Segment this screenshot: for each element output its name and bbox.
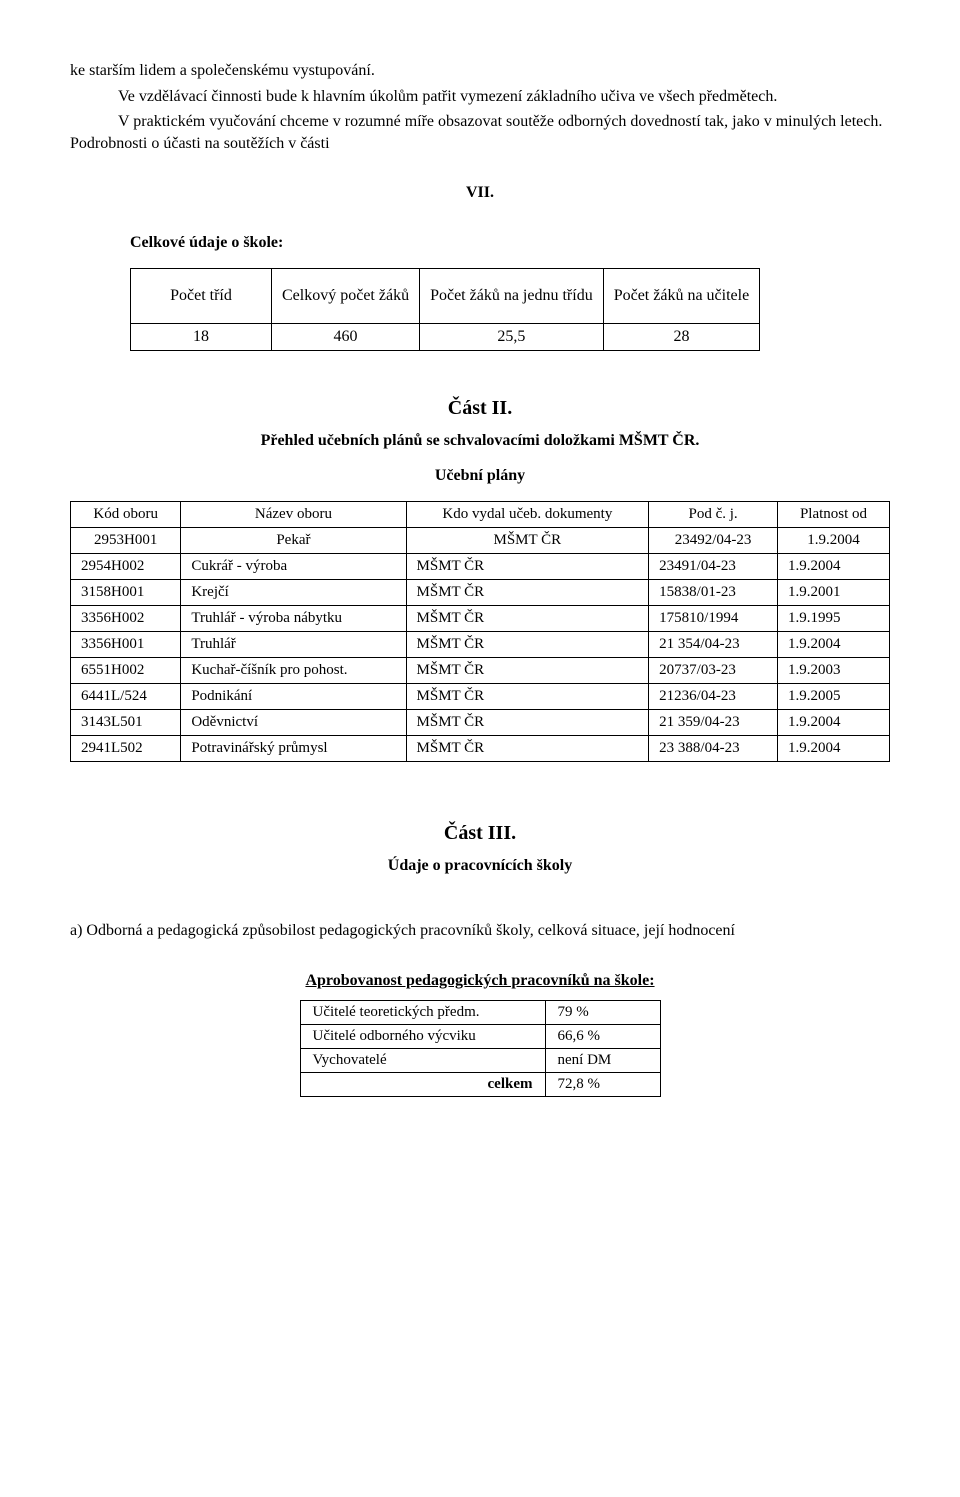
- plans-cell: MŠMT ČR: [406, 527, 649, 553]
- table-row: Učitelé odborného výcviku66,6 %: [300, 1024, 660, 1048]
- plans-cell: 1.9.1995: [778, 605, 890, 631]
- stats-header-cell: Počet tříd: [131, 268, 272, 323]
- aprob-table: Učitelé teoretických předm.79 %Učitelé o…: [300, 1000, 661, 1097]
- stats-cell: 25,5: [420, 323, 604, 350]
- plans-cell: MŠMT ČR: [406, 605, 649, 631]
- plans-header-cell: Kód oboru: [71, 501, 181, 527]
- table-row: 6551H002Kuchař-číšník pro pohost.MŠMT ČR…: [71, 657, 890, 683]
- table-row: 3158H001KrejčíMŠMT ČR15838/01-231.9.2001: [71, 579, 890, 605]
- plans-header-cell: Platnost od: [778, 501, 890, 527]
- plans-cell: 23492/04-23: [649, 527, 778, 553]
- stats-cell: 460: [272, 323, 420, 350]
- table-row: 2953H001PekařMŠMT ČR23492/04-231.9.2004: [71, 527, 890, 553]
- plans-cell: 3143L501: [71, 709, 181, 735]
- plans-header-cell: Pod č. j.: [649, 501, 778, 527]
- plans-cell: 3356H001: [71, 631, 181, 657]
- plans-cell: 2941L502: [71, 735, 181, 761]
- stats-header-cell: Počet žáků na učitele: [603, 268, 760, 323]
- plans-cell: Potravinářský průmysl: [181, 735, 406, 761]
- plans-cell: Oděvnictví: [181, 709, 406, 735]
- plans-cell: 2954H002: [71, 553, 181, 579]
- aprob-heading: Aprobovanost pedagogických pracovníků na…: [70, 970, 890, 992]
- table-row: Vychovatelénení DM: [300, 1048, 660, 1072]
- plans-cell: Truhlář: [181, 631, 406, 657]
- plans-cell: 1.9.2003: [778, 657, 890, 683]
- stats-cell: 18: [131, 323, 272, 350]
- plans-table: Kód oboru Název oboru Kdo vydal učeb. do…: [70, 501, 890, 762]
- aprob-cell: Učitelé teoretických předm.: [300, 1000, 545, 1024]
- intro-line-1: ke starším lidem a společenskému vystupo…: [70, 60, 890, 82]
- table-row: celkem72,8 %: [300, 1072, 660, 1096]
- plans-cell: 1.9.2004: [778, 527, 890, 553]
- table-row: 2941L502Potravinářský průmyslMŠMT ČR23 3…: [71, 735, 890, 761]
- plans-cell: 6441L/524: [71, 683, 181, 709]
- plans-cell: 20737/03-23: [649, 657, 778, 683]
- part-2-subtitle: Přehled učebních plánů se schvalovacími …: [70, 430, 890, 452]
- plans-label: Učební plány: [70, 465, 890, 487]
- plans-cell: 21 354/04-23: [649, 631, 778, 657]
- plans-cell: 1.9.2004: [778, 709, 890, 735]
- aprob-cell: 66,6 %: [545, 1024, 660, 1048]
- section-vii: VII.: [70, 182, 890, 204]
- plans-cell: 6551H002: [71, 657, 181, 683]
- plans-cell: MŠMT ČR: [406, 735, 649, 761]
- plans-cell: Truhlář - výroba nábytku: [181, 605, 406, 631]
- plans-cell: 21236/04-23: [649, 683, 778, 709]
- stats-header-cell: Počet žáků na jednu třídu: [420, 268, 604, 323]
- plans-cell: 175810/1994: [649, 605, 778, 631]
- plans-cell: 1.9.2004: [778, 553, 890, 579]
- plans-cell: Kuchař-číšník pro pohost.: [181, 657, 406, 683]
- plans-cell: MŠMT ČR: [406, 631, 649, 657]
- part-3-subtitle: Údaje o pracovnících školy: [70, 855, 890, 877]
- plans-cell: 2953H001: [71, 527, 181, 553]
- table-row: 18 460 25,5 28: [131, 323, 760, 350]
- table-row: 2954H002Cukrář - výrobaMŠMT ČR23491/04-2…: [71, 553, 890, 579]
- part-2-title: Část II.: [70, 397, 890, 420]
- stats-header-cell: Celkový počet žáků: [272, 268, 420, 323]
- table-row: Počet tříd Celkový počet žáků Počet žáků…: [131, 268, 760, 323]
- intro-line-2: Ve vzdělávací činnosti bude k hlavním úk…: [70, 86, 890, 108]
- table-row: 3143L501OděvnictvíMŠMT ČR21 359/04-231.9…: [71, 709, 890, 735]
- part-3-para-a: a) Odborná a pedagogická způsobilost ped…: [70, 920, 890, 942]
- plans-cell: MŠMT ČR: [406, 683, 649, 709]
- plans-cell: 21 359/04-23: [649, 709, 778, 735]
- plans-cell: MŠMT ČR: [406, 553, 649, 579]
- plans-cell: Cukrář - výroba: [181, 553, 406, 579]
- stats-heading: Celkové údaje o škole:: [130, 232, 890, 254]
- plans-cell: Krejčí: [181, 579, 406, 605]
- table-row: 6441L/524PodnikáníMŠMT ČR21236/04-23 1.9…: [71, 683, 890, 709]
- table-row: Kód oboru Název oboru Kdo vydal učeb. do…: [71, 501, 890, 527]
- plans-cell: 1.9.2004: [778, 735, 890, 761]
- plans-cell: 3158H001: [71, 579, 181, 605]
- plans-cell: 15838/01-23: [649, 579, 778, 605]
- table-row: Učitelé teoretických předm.79 %: [300, 1000, 660, 1024]
- intro-line-3: V praktickém vyučování chceme v rozumné …: [70, 111, 890, 154]
- part-3-title: Část III.: [70, 822, 890, 845]
- plans-header-cell: Kdo vydal učeb. dokumenty: [406, 501, 649, 527]
- plans-cell: 1.9.2005: [778, 683, 890, 709]
- aprob-cell: celkem: [300, 1072, 545, 1096]
- plans-header-cell: Název oboru: [181, 501, 406, 527]
- aprob-cell: není DM: [545, 1048, 660, 1072]
- aprob-cell: Učitelé odborného výcviku: [300, 1024, 545, 1048]
- stats-table: Počet tříd Celkový počet žáků Počet žáků…: [130, 268, 760, 351]
- plans-cell: Pekař: [181, 527, 406, 553]
- plans-cell: Podnikání: [181, 683, 406, 709]
- table-row: 3356H001TruhlářMŠMT ČR21 354/04-231.9.20…: [71, 631, 890, 657]
- stats-cell: 28: [603, 323, 760, 350]
- aprob-cell: Vychovatelé: [300, 1048, 545, 1072]
- plans-cell: 23 388/04-23: [649, 735, 778, 761]
- plans-cell: MŠMT ČR: [406, 657, 649, 683]
- plans-cell: 1.9.2001: [778, 579, 890, 605]
- plans-cell: 3356H002: [71, 605, 181, 631]
- plans-cell: MŠMT ČR: [406, 579, 649, 605]
- plans-cell: 1.9.2004: [778, 631, 890, 657]
- aprob-cell: 72,8 %: [545, 1072, 660, 1096]
- plans-cell: 23491/04-23: [649, 553, 778, 579]
- plans-cell: MŠMT ČR: [406, 709, 649, 735]
- aprob-cell: 79 %: [545, 1000, 660, 1024]
- table-row: 3356H002Truhlář - výroba nábytkuMŠMT ČR1…: [71, 605, 890, 631]
